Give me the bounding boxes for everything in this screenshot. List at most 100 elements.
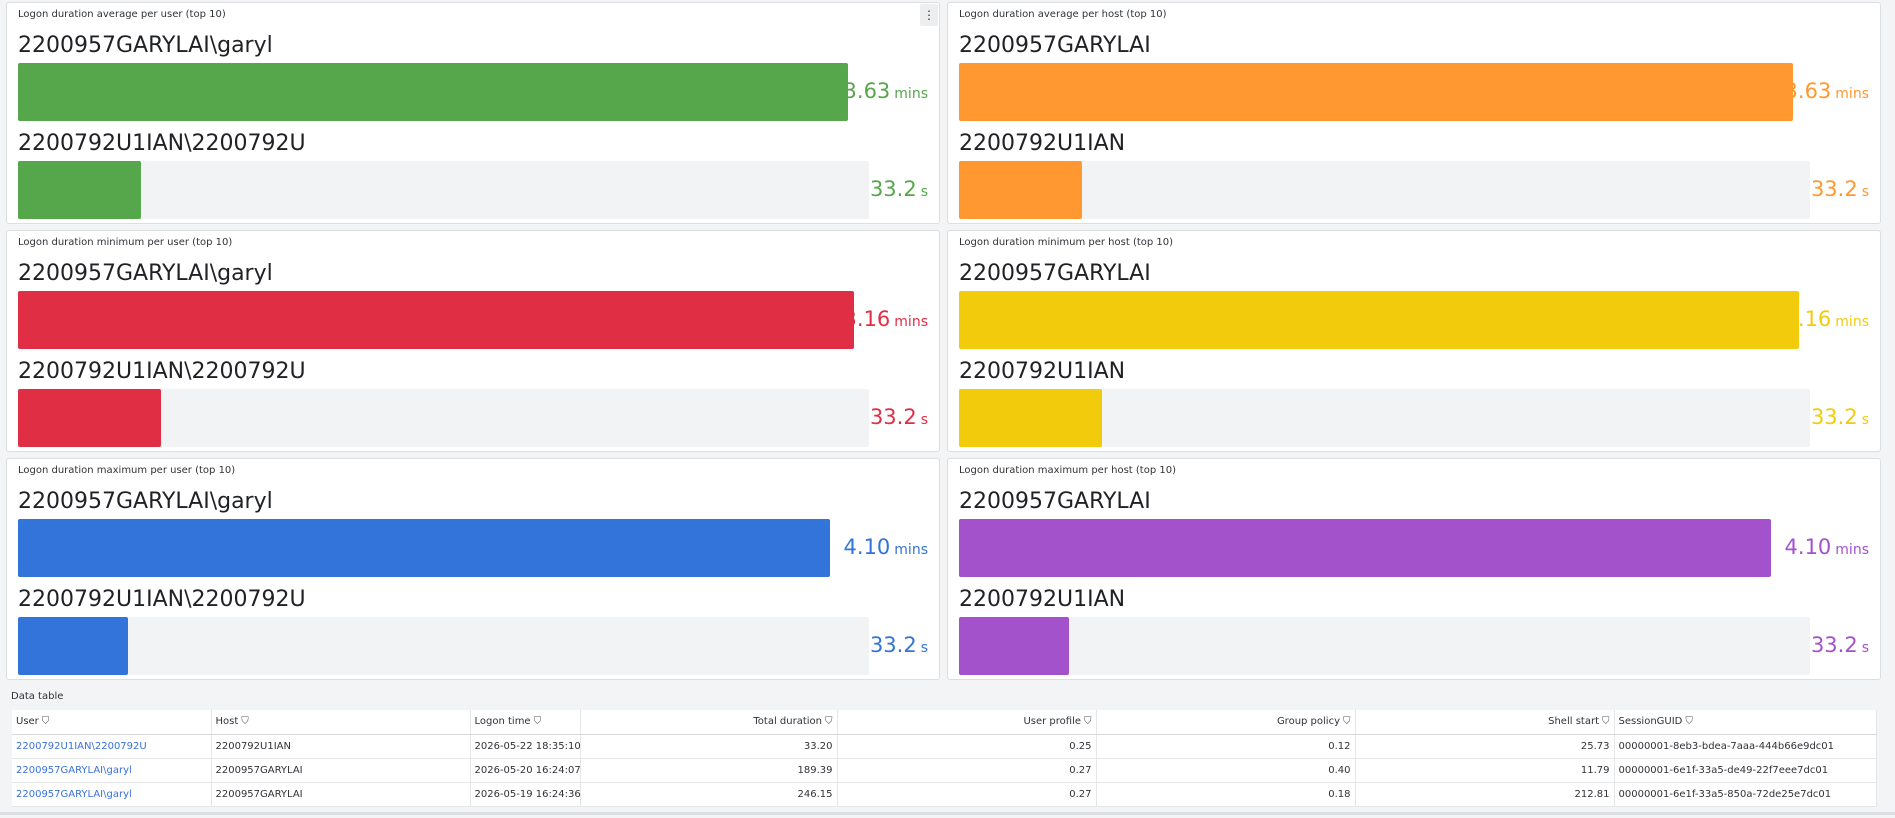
- panel-title: Logon duration average per user (top 10): [18, 9, 226, 20]
- panel-title: Logon duration maximum per host (top 10): [959, 465, 1176, 476]
- column-header-shell-start[interactable]: Shell start ⛉: [1355, 710, 1615, 735]
- host-cell: 2200957GARYLAI: [211, 782, 471, 807]
- bar-track: [959, 519, 1771, 577]
- filter-icon[interactable]: ⛉: [1602, 716, 1610, 728]
- table-row: 2200792U1IAN\2200792U 2200792U1IAN 2026-…: [12, 734, 1877, 759]
- bar-value-unit: s: [1861, 184, 1869, 200]
- bar-fill: [18, 291, 854, 349]
- bar-label: 2200957GARYLAI: [959, 33, 1151, 58]
- session-guid-cell: 00000001-8eb3-bdea-7aaa-444b66e9dc01: [1614, 734, 1877, 759]
- bar-track: [959, 617, 1810, 675]
- filter-icon[interactable]: ⛉: [1685, 716, 1693, 728]
- panel-title: Logon duration maximum per user (top 10): [18, 465, 236, 476]
- bar-track: [959, 63, 1793, 121]
- filter-icon[interactable]: ⛉: [533, 716, 542, 728]
- bar-value-unit: s: [920, 640, 928, 656]
- data-table: User ⛉ Host ⛉ Logon time ⛉ Total duration ⛉ …: [12, 710, 1877, 807]
- bar-value-unit: s: [920, 412, 928, 428]
- column-header-label: Host: [215, 716, 239, 728]
- filter-icon[interactable]: ⛉: [1084, 716, 1092, 728]
- bar-value-unit: s: [1861, 412, 1869, 428]
- bar-value-unit: mins: [894, 314, 928, 330]
- bar-track: [18, 617, 869, 675]
- column-header-session-guid[interactable]: SessionGUID ⛉: [1614, 710, 1877, 735]
- column-header-user-profile[interactable]: User profile ⛉: [837, 710, 1097, 735]
- bar-value-number: 3.63: [843, 79, 891, 103]
- total-duration-cell: 33.20: [580, 734, 838, 759]
- bar-label: 2200957GARYLAI\garyl: [18, 261, 273, 286]
- bar-value-number: 3.16: [1784, 307, 1832, 331]
- logon-time-cell: 2026-05-20 16:24:07: [470, 758, 581, 783]
- session-guid-cell: 00000001-6e1f-33a5-de49-22f7eee7dc01: [1614, 758, 1877, 783]
- column-header-label: Total duration: [753, 716, 822, 728]
- bar-value-number: 33.2: [1810, 177, 1858, 201]
- bar-track: [18, 291, 854, 349]
- bar-fill: [959, 519, 1771, 577]
- bar-value-unit: s: [1861, 640, 1869, 656]
- bar-value-number: 3.16: [843, 307, 891, 331]
- filter-icon[interactable]: ⛉: [41, 716, 50, 728]
- user-link[interactable]: 2200957GARYLAI\garyl: [12, 758, 212, 783]
- bar-track: [18, 161, 869, 219]
- panel-title: Logon duration minimum per user (top 10): [18, 237, 233, 248]
- user-profile-cell: 0.27: [837, 782, 1097, 807]
- filter-icon[interactable]: ⛉: [241, 716, 249, 728]
- host-cell: 2200957GARYLAI: [211, 758, 471, 783]
- bar-value: 3.16 mins: [1785, 307, 1869, 331]
- bar-value: 33.2 s: [1811, 633, 1869, 657]
- column-header-group-policy[interactable]: Group policy ⛉: [1096, 710, 1356, 735]
- user-link[interactable]: 2200957GARYLAI\garyl: [12, 782, 212, 807]
- bar-label: 2200792U1IAN\2200792U: [18, 359, 306, 384]
- column-header-label: User: [16, 716, 39, 728]
- bar-track: [959, 389, 1810, 447]
- column-header-label: Group policy: [1276, 716, 1340, 728]
- total-duration-cell: 189.39: [580, 758, 838, 783]
- bar-fill: [959, 161, 1083, 219]
- bar-value-number: 33.2: [1810, 633, 1858, 657]
- bar-value-number: 33.2: [1810, 405, 1858, 429]
- bar-label: 2200957GARYLAI\garyl: [18, 489, 273, 514]
- panel-avg-per-user: Logon duration average per user (top 10)…: [6, 2, 940, 224]
- column-header-user[interactable]: User ⛉: [12, 710, 212, 735]
- bar-label: 2200957GARYLAI\garyl: [18, 33, 273, 58]
- panel-title: Logon duration minimum per host (top 10): [959, 237, 1174, 248]
- bar-track: [959, 291, 1799, 349]
- user-profile-cell: 0.25: [837, 734, 1097, 759]
- bar-value: 33.2 s: [870, 405, 928, 429]
- group-policy-cell: 0.40: [1096, 758, 1356, 783]
- bar-label: 2200792U1IAN: [959, 131, 1126, 156]
- filter-icon[interactable]: ⛉: [1343, 716, 1351, 728]
- bar-value-number: 4.10: [1784, 535, 1832, 559]
- bar-label: 2200792U1IAN: [959, 359, 1126, 384]
- column-header-total-duration[interactable]: Total duration ⛉: [580, 710, 838, 735]
- bar-value: 33.2 s: [870, 177, 928, 201]
- column-header-host[interactable]: Host ⛉: [211, 710, 471, 735]
- bar-value-unit: mins: [1835, 86, 1869, 102]
- bar-fill: [959, 63, 1793, 121]
- bar-value-number: 33.2: [869, 633, 917, 657]
- bar-fill: [959, 617, 1069, 675]
- table-row: 2200957GARYLAI\garyl 2200957GARYLAI 2026…: [12, 782, 1877, 807]
- bar-value: 3.63 mins: [1785, 79, 1869, 103]
- bar-value-unit: s: [920, 184, 928, 200]
- panel-min-per-user: Logon duration minimum per user (top 10)…: [6, 230, 940, 452]
- bottom-divider: [0, 812, 1895, 815]
- bar-label: 2200792U1IAN\2200792U: [18, 587, 306, 612]
- filter-icon[interactable]: ⛉: [825, 716, 833, 728]
- bar-value-number: 3.63: [1784, 79, 1832, 103]
- bar-fill: [18, 389, 161, 447]
- column-header-label: Shell start: [1548, 716, 1599, 728]
- bar-value: 4.10 mins: [1785, 535, 1869, 559]
- bar-track: [959, 161, 1810, 219]
- total-duration-cell: 246.15: [580, 782, 838, 807]
- column-header-logon-time[interactable]: Logon time ⛉: [470, 710, 581, 735]
- bar-track: [18, 63, 848, 121]
- panel-max-per-user: Logon duration maximum per user (top 10)…: [6, 458, 940, 680]
- panel-menu-button[interactable]: ⋮: [920, 4, 938, 26]
- panel-min-per-host: Logon duration minimum per host (top 10)…: [947, 230, 1881, 452]
- panel-title: Logon duration average per host (top 10): [959, 9, 1167, 20]
- table-title: Data table: [11, 691, 64, 702]
- bar-value-number: 33.2: [869, 405, 917, 429]
- user-link[interactable]: 2200792U1IAN\2200792U: [12, 734, 212, 759]
